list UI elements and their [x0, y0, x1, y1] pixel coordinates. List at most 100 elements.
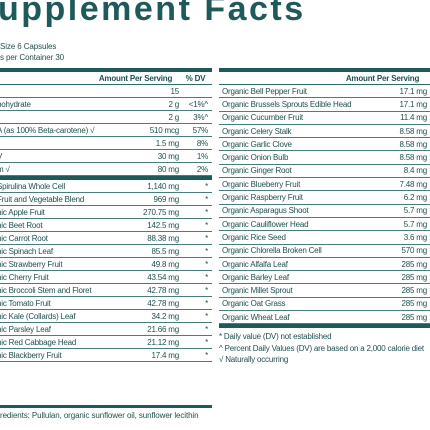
nutrient-dv: *: [205, 194, 208, 204]
nutrient-name: Organic Millet Sprout: [222, 286, 293, 296]
nutrient-name: Organic Asparagus Shoot: [222, 206, 309, 216]
nutrient-name: nic Parsley Leaf: [0, 324, 51, 334]
nutrient-amount: 42.78 mg: [147, 285, 179, 295]
nutrient-name: Organic Wheat Leaf: [222, 312, 290, 322]
nutrient-name: Organic Alfalfa Leaf: [222, 259, 288, 269]
nutrient-amount: 8.58 mg: [399, 126, 427, 136]
nutrient-amount: 17.4 mg: [151, 350, 179, 360]
nutrient-name: nic Strawberry Fruit: [0, 259, 63, 269]
section-rule: [0, 176, 212, 180]
nutrient-name: Organic Celery Stalk: [222, 126, 292, 136]
nutrient-dv: *: [205, 337, 208, 347]
nutrient-row: Organic Brussels Sprouts Edible Head 17.1…: [219, 98, 430, 112]
other-ingredients: redients: Pullulan, organic sunflower oi…: [0, 411, 199, 420]
left-column: Amount Per Serving % DV 15 bohydrate 2 g <1…: [0, 68, 212, 362]
nutrient-dv: *: [205, 259, 208, 269]
left-header: Amount Per Serving % DV: [0, 72, 212, 85]
nutrient-row: Organic Cucumber Fruit 11.4 mg: [219, 112, 430, 125]
nutrient-name: nic Cherry Fruit: [0, 272, 49, 282]
nutrient-name: bohydrate: [0, 99, 31, 109]
nutrient-name: Organic Garlic Clove: [222, 139, 292, 149]
nutrient-amount: 30 mg: [157, 151, 179, 161]
nutrient-name: m √: [0, 164, 10, 174]
nutrient-name: Organic Barley Leaf: [222, 272, 289, 282]
nutrient-name: Fruit and Vegetable Blend: [0, 194, 85, 204]
nutrient-row: nic Carrot Root 88.38 mg *: [0, 232, 212, 245]
nutrient-dv: *: [205, 324, 208, 334]
nutrient-dv: *: [205, 233, 208, 243]
nutrient-name: Organic Bell Pepper Fruit: [222, 86, 307, 96]
nutrient-name: nic Red Cabbage Head: [0, 337, 77, 347]
nutrient-amount: 142.5 mg: [147, 220, 179, 230]
nutrient-amount: 34.2 mg: [151, 311, 179, 321]
nutrient-row: Organic Rice Seed 3.6 mg: [219, 231, 430, 245]
nutrient-amount: 3.6 mg: [403, 232, 427, 242]
nutrient-amount: 2 g: [168, 99, 179, 109]
nutrient-amount: 285 mg: [401, 312, 428, 322]
nutrient-row: Organic Onion Bulb 8.58 mg: [219, 151, 430, 165]
nutrient-row: Spirulina Whole Cell 1,140 mg *: [0, 180, 212, 193]
nutrient-amount: 6.2 mg: [403, 193, 427, 203]
nutrient-name: Spirulina Whole Cell: [0, 181, 66, 191]
nutrient-amount: 49.8 mg: [151, 259, 179, 269]
nutrient-row: nic Red Cabbage Head 21.12 mg *: [0, 336, 212, 349]
nutrient-dv: *: [205, 311, 208, 321]
left-rows-top: 15 bohydrate 2 g <1%^ 2 g 3%^ A (as 100% Beta-…: [0, 85, 212, 176]
nutrient-dv: 3%^: [193, 112, 208, 122]
nutrient-name: Organic Oat Grass: [222, 299, 286, 309]
nutrient-amount: 570 mg: [401, 246, 428, 256]
nutrient-row: Organic Millet Sprout 285 mg: [219, 284, 430, 298]
nutrient-name: Organic Onion Bulb: [222, 153, 289, 163]
nutrient-dv: *: [205, 220, 208, 230]
nutrient-name: Organic Ginger Root: [222, 166, 292, 176]
bottom-rule: [0, 405, 212, 408]
nutrient-amount: 21.66 mg: [147, 324, 179, 334]
nutrient-row: 1.5 mg 8%: [0, 137, 212, 150]
nutrient-amount: 8.58 mg: [399, 139, 427, 149]
nutrient-amount: 270.75 mg: [142, 207, 179, 217]
nutrient-name: nic Tomato Fruit: [0, 298, 51, 308]
nutrient-row: Organic Wheat Leaf 285 mg: [219, 311, 430, 325]
nutrient-row: nic Cherry Fruit 43.54 mg *: [0, 271, 212, 284]
nutrient-amount: 285 mg: [401, 286, 428, 296]
nutrient-dv: *: [205, 272, 208, 282]
left-rows-blend: Spirulina Whole Cell 1,140 mg * Fruit and V…: [0, 180, 212, 362]
nutrient-amount: 11.4 mg: [400, 113, 427, 123]
nutrient-dv: *: [205, 246, 208, 256]
nutrient-name: nic Broccoli Stem and Floret: [0, 285, 92, 295]
nutrient-row: bohydrate 2 g <1%^: [0, 98, 212, 111]
nutrient-name: Organic Cucumber Fruit: [222, 113, 303, 123]
nutrient-dv: *: [205, 207, 208, 217]
top-rule: [0, 68, 212, 72]
nutrient-name: Organic Chlorella Broken Cell: [222, 246, 322, 256]
nutrient-row: Organic Raspberry Fruit 6.2 mg: [219, 191, 430, 205]
footnote-dv: * Daily value (DV) not established: [219, 332, 332, 342]
amount-header: Amount Per Serving: [98, 73, 173, 83]
nutrient-row: Organic Cauliflower Head 5.7 mg: [219, 218, 430, 232]
nutrient-row: Organic Oat Grass 285 mg: [219, 298, 430, 312]
footnotes: * Daily value (DV) not established ^ Per…: [219, 328, 430, 366]
nutrient-amount: 5.7 mg: [403, 219, 427, 229]
nutrient-row: nic Kale (Collards) Leaf 34.2 mg *: [0, 310, 212, 323]
nutrient-row: Organic Barley Leaf 285 mg: [219, 271, 430, 285]
nutrient-row: nic Parsley Leaf 21.66 mg *: [0, 323, 212, 336]
nutrient-amount: 1,140 mg: [147, 181, 179, 191]
nutrient-row: Organic Chlorella Broken Cell 570 mg: [219, 245, 430, 258]
nutrient-dv: 8%: [196, 138, 208, 148]
nutrient-row: nic Apple Fruit 270.75 mg *: [0, 206, 212, 219]
footnote-natural: √ Naturally occurring: [219, 355, 289, 365]
nutrient-row: Organic Celery Stalk 8.58 mg: [219, 125, 430, 139]
nutrient-row: V 30 mg 1%: [0, 150, 212, 163]
nutrient-dv: 2%: [196, 164, 208, 174]
nutrient-amount: 17.1 mg: [399, 86, 427, 96]
nutrient-amount: 42.78 mg: [147, 298, 179, 308]
nutrient-row: Organic Blueberry Fruit 7.48 mg: [219, 178, 430, 192]
amount-header: Amount Per Serving: [345, 73, 420, 83]
nutrient-name: nic Spinach Leaf: [0, 246, 53, 256]
servings-per-container: s per Container 30: [0, 53, 65, 62]
footnote-percent: ^ Percent Daily Values (DV) are based on…: [219, 343, 424, 353]
nutrient-row: nic Beet Root 142.5 mg *: [0, 219, 212, 232]
nutrient-dv: *: [205, 350, 208, 360]
right-rows: Organic Bell Pepper Fruit 17.1 mg Organic …: [219, 85, 430, 325]
section-rule: [219, 324, 430, 329]
